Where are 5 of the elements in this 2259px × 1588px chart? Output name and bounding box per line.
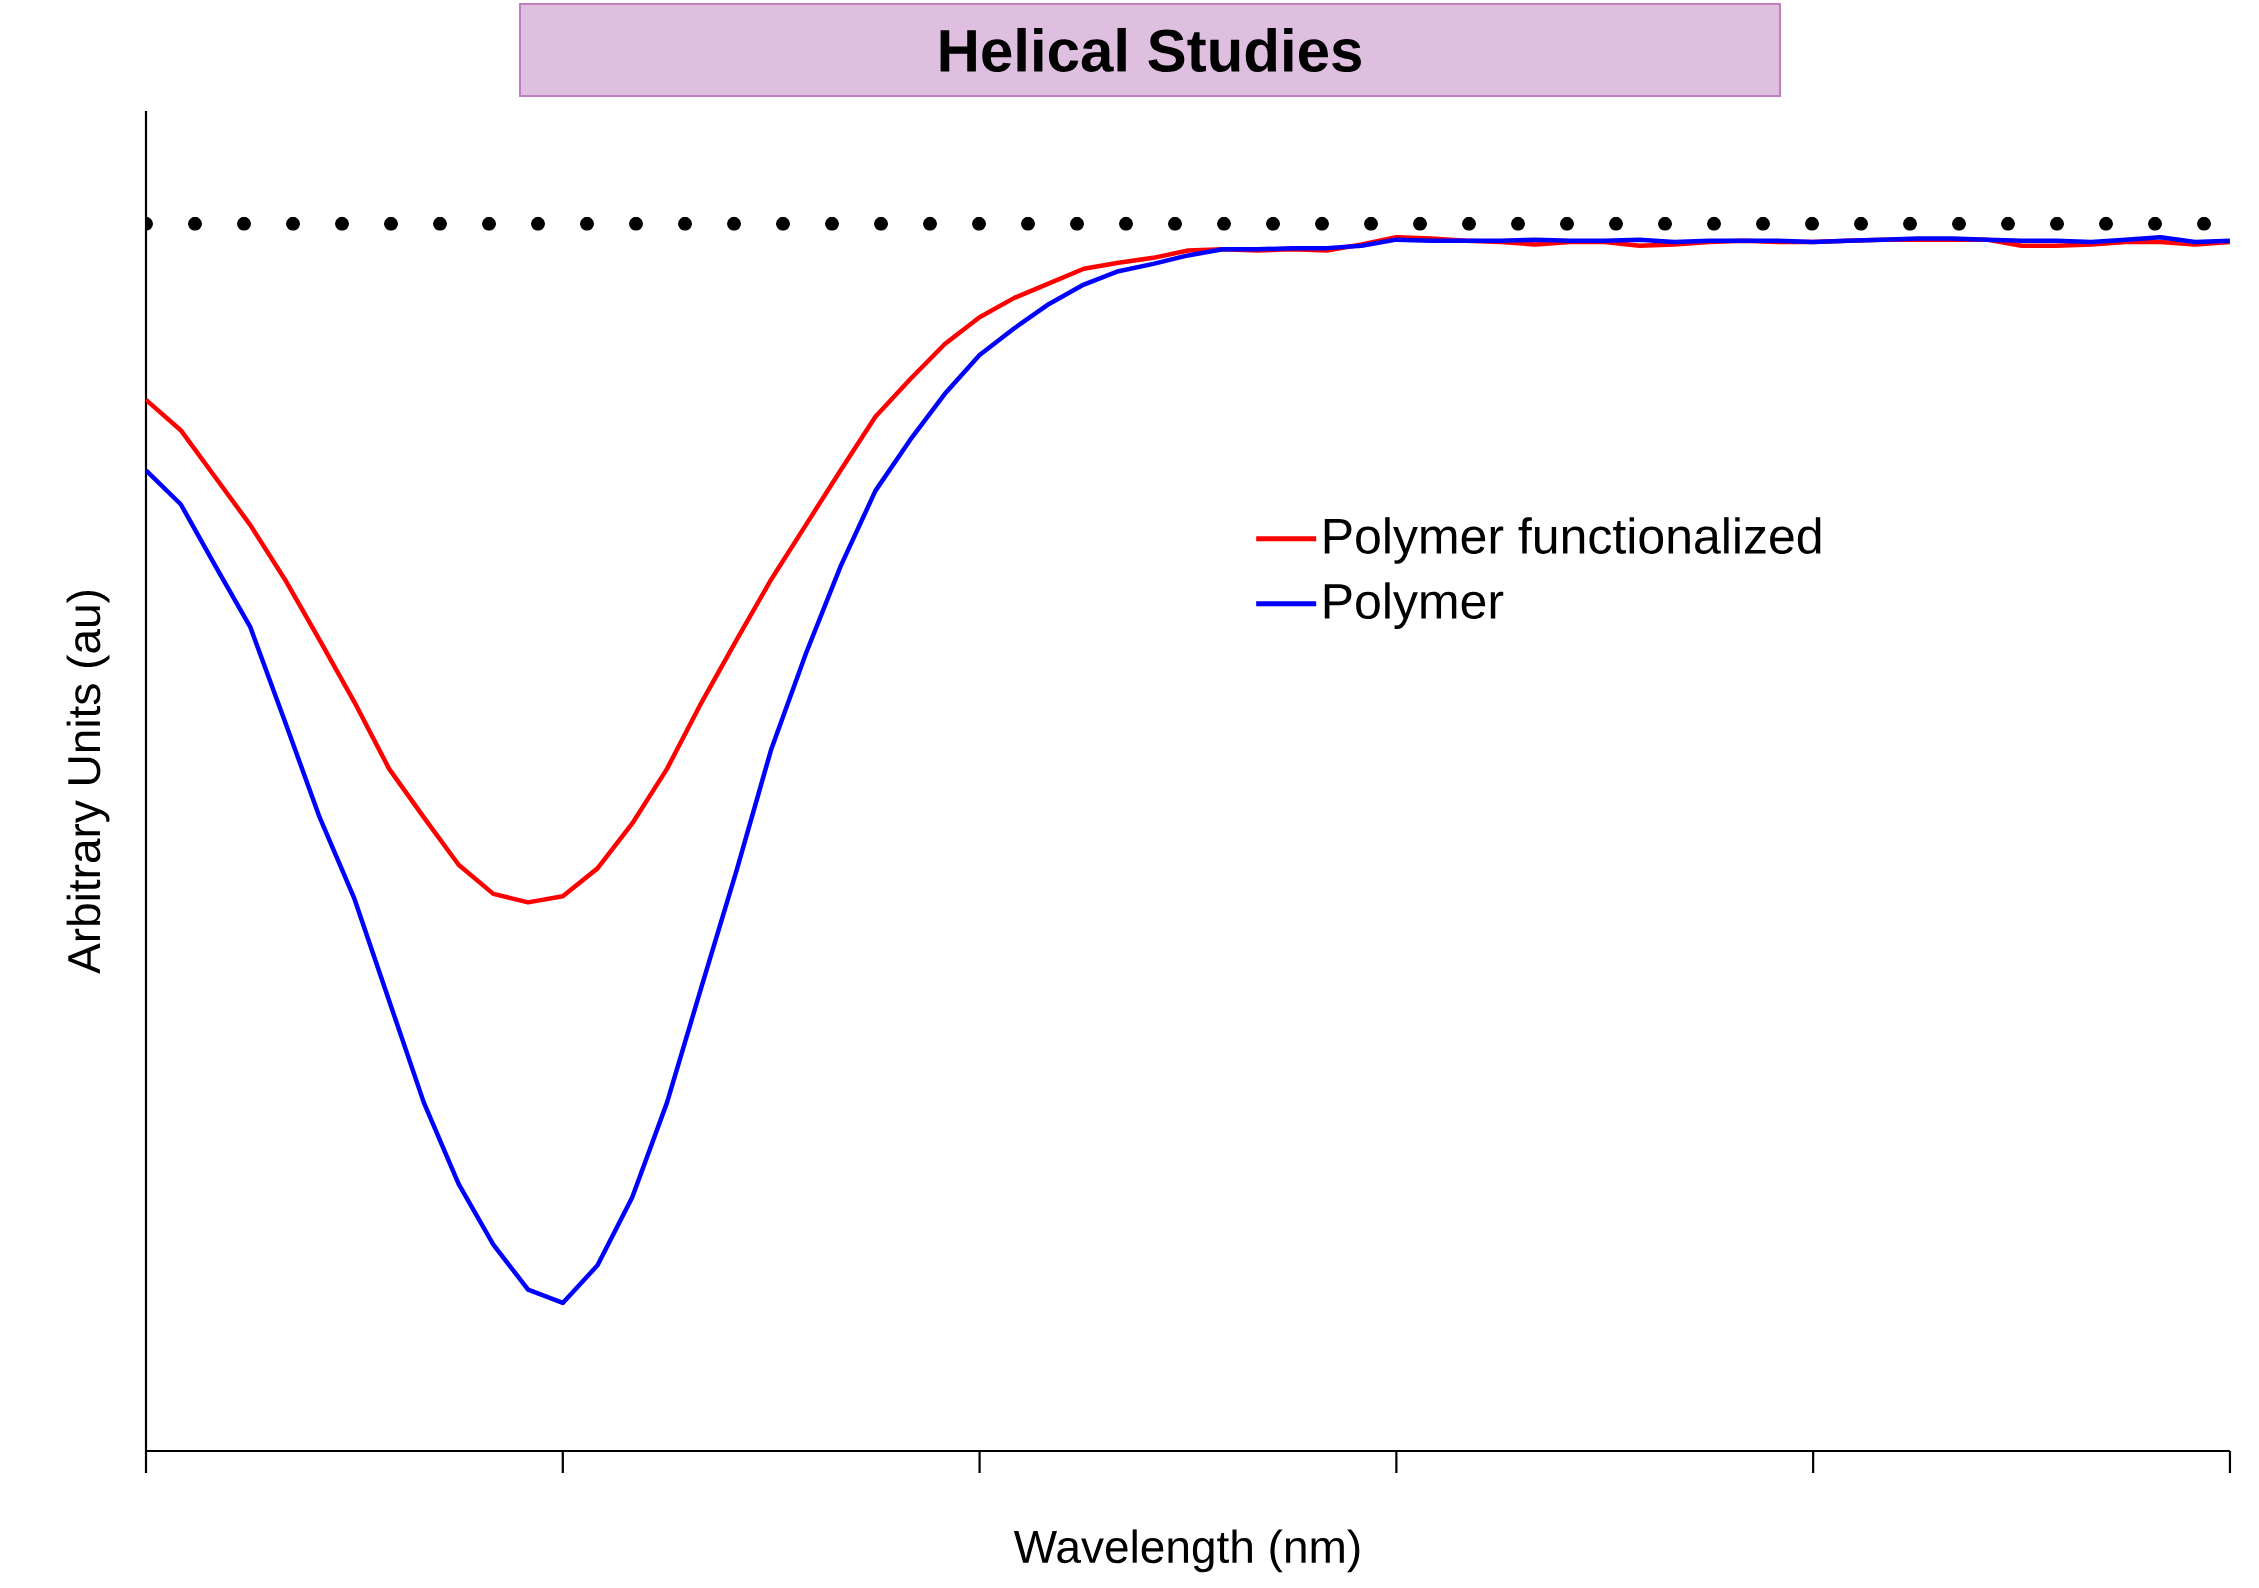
legend-label: Polymer xyxy=(1324,582,1504,630)
x-axis-title: Wavelength (nm) xyxy=(1013,1529,1360,1573)
y-axis-title: Arbitrary Units (au) xyxy=(66,591,110,975)
chart-title: Helical Studies xyxy=(940,28,1361,73)
legend-label: Polymer functionalized xyxy=(1324,517,1821,564)
